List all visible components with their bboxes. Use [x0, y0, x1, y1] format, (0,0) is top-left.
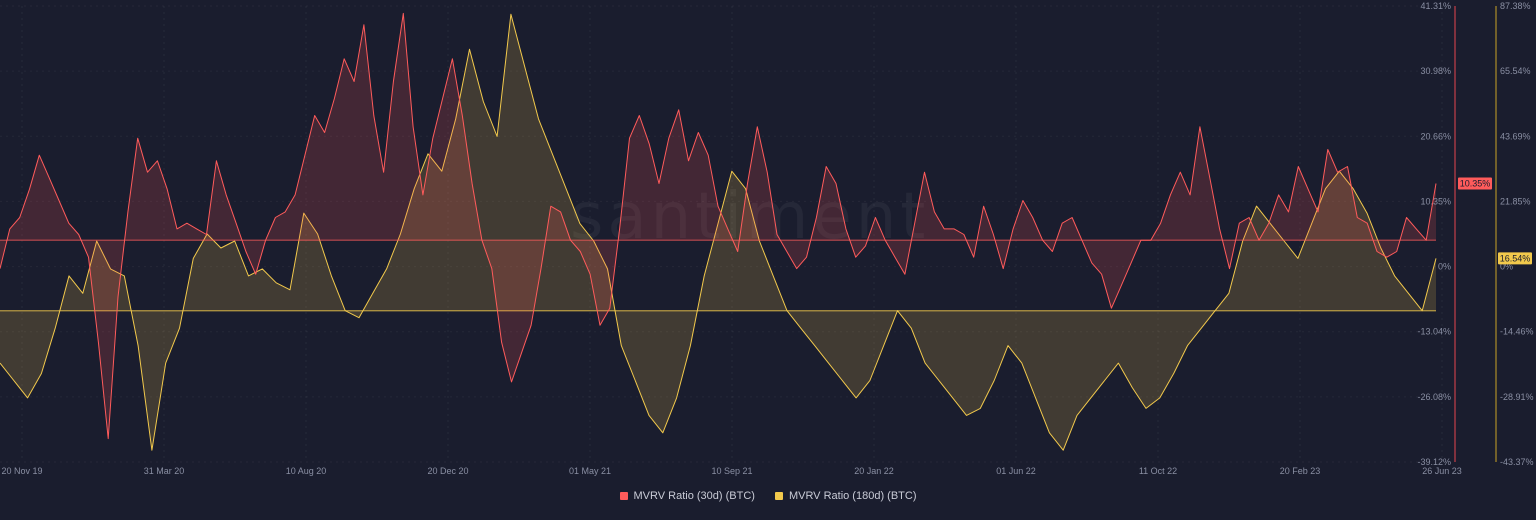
left-axis-tick-label: 30.98%	[1420, 66, 1451, 76]
x-axis-tick-label: 26 Jun 23	[1422, 466, 1462, 476]
x-axis-tick-label: 10 Aug 20	[286, 466, 327, 476]
left-axis-tick-label: 10.35%	[1420, 196, 1451, 206]
x-axis-tick-label: 31 Mar 20	[144, 466, 185, 476]
watermark: santiment	[570, 180, 930, 254]
legend-swatch-mvrv-180d	[774, 492, 783, 500]
right-axis-tick-label: -43.37%	[1500, 457, 1534, 467]
current-value-badge-180d	[1498, 252, 1532, 265]
right-axis-tick-label: -14.46%	[1500, 327, 1534, 337]
x-axis-tick-label: 20 Feb 23	[1280, 466, 1321, 476]
left-axis-tick-label: -39.12%	[1417, 457, 1451, 467]
left-axis-tick-label: 20.66%	[1420, 131, 1451, 141]
current-value-label-180d: 16.54%	[1500, 253, 1531, 263]
right-axis-tick-label: 87.38%	[1500, 1, 1531, 11]
legend-label-mvrv-180d: MVRV Ratio (180d) (BTC)	[788, 490, 917, 502]
series-line-30d	[0, 12, 1437, 440]
current-value-label-30d: 10.35%	[1460, 179, 1491, 189]
series-area-180d	[0, 14, 1436, 451]
series-line-180d	[0, 13, 1437, 451]
x-axis-tick-label: 20 Jan 22	[854, 466, 894, 476]
left-axis-tick-label: -26.08%	[1417, 392, 1451, 402]
legend-item-mvrv-30d[interactable]: MVRV Ratio (30d) (BTC)	[619, 490, 755, 502]
left-axis-tick-label: -13.04%	[1417, 327, 1451, 337]
right-axis-tick-label: 43.69%	[1500, 131, 1531, 141]
legend-swatch-mvrv-30d	[619, 492, 628, 500]
x-axis-tick-label: 20 Dec 20	[427, 466, 468, 476]
right-axis-tick-label: -28.91%	[1500, 392, 1534, 402]
left-axis-tick-label: 0%	[1438, 262, 1451, 272]
x-axis-tick-label: 10 Sep 21	[711, 466, 752, 476]
left-axis-tick-label: 41.31%	[1420, 1, 1451, 11]
x-axis-tick-label: 01 Jun 22	[996, 466, 1036, 476]
series-area-30d	[0, 13, 1436, 439]
right-axis-tick-label: 21.85%	[1500, 196, 1531, 206]
x-axis-tick-label: 20 Nov 19	[1, 466, 42, 476]
right-axis-tick-label: 0%	[1500, 262, 1513, 272]
right-axis-tick-label: 65.54%	[1500, 66, 1531, 76]
x-axis-tick-label: 01 May 21	[569, 466, 611, 476]
x-axis-tick-label: 11 Oct 22	[1139, 466, 1177, 476]
current-value-badge-30d	[1458, 177, 1492, 190]
legend-item-mvrv-180d[interactable]: MVRV Ratio (180d) (BTC)	[774, 490, 917, 502]
legend: MVRV Ratio (30d) (BTC) MVRV Ratio (180d)…	[0, 490, 1536, 502]
legend-label-mvrv-30d: MVRV Ratio (30d) (BTC)	[633, 490, 755, 502]
